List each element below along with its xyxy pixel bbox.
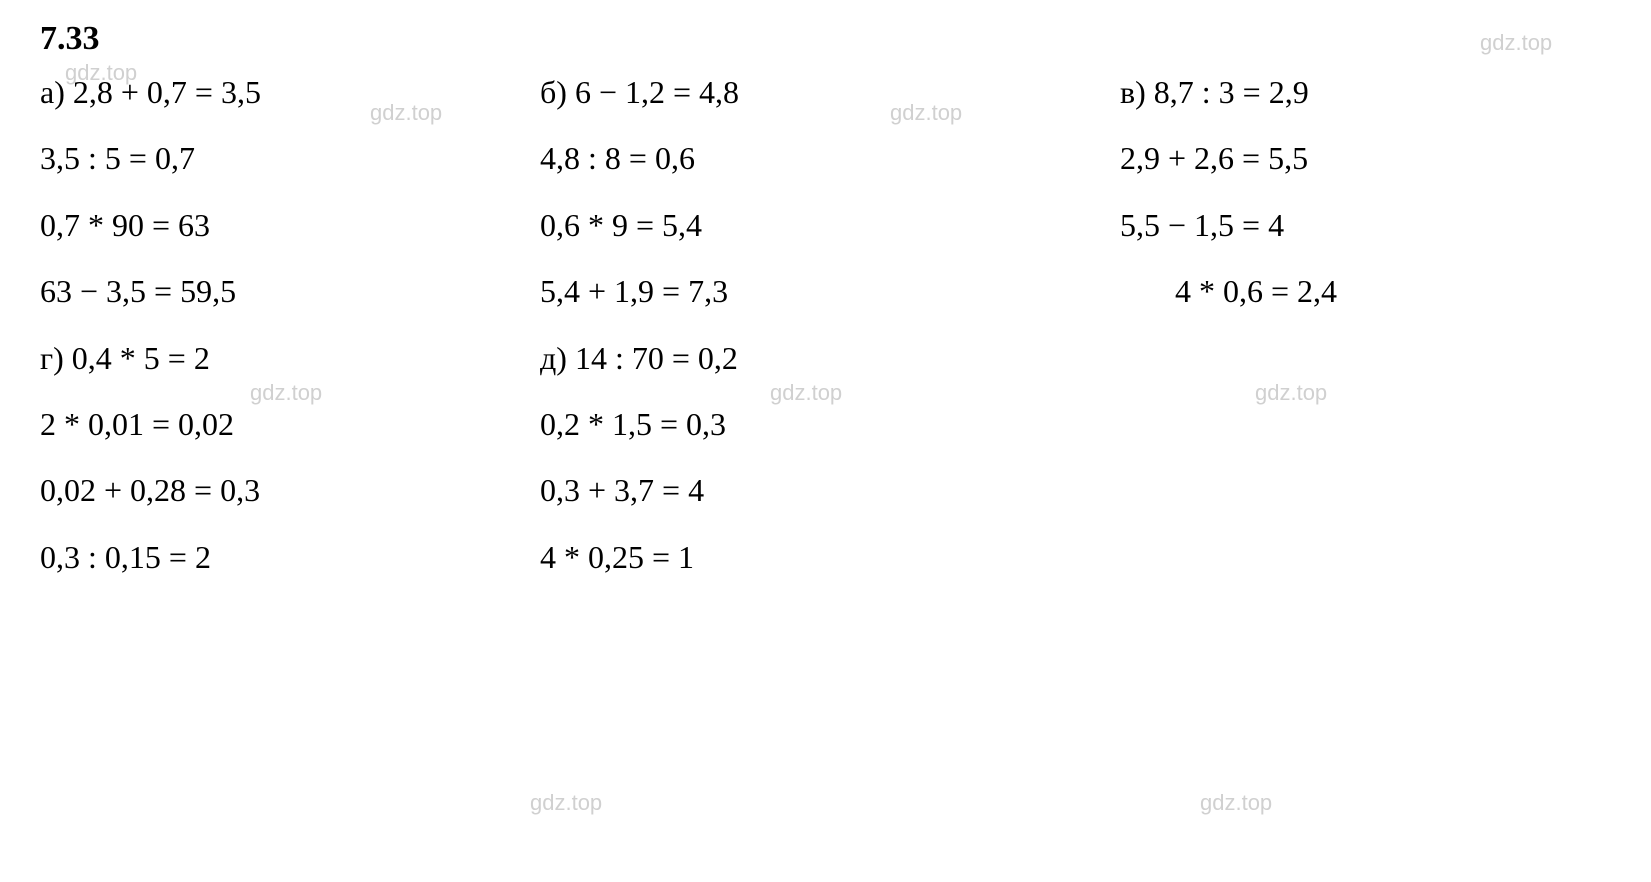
equation-g-2: 2 * 0,01 = 0,02 — [40, 405, 540, 443]
equation-v-4: 4 * 0,6 = 2,4 — [1120, 272, 1611, 310]
equation-d-3: 0,3 + 3,7 = 4 — [540, 471, 1120, 509]
equation-g-3: 0,02 + 0,28 = 0,3 — [40, 471, 540, 509]
equation-a-2: 3,5 : 5 = 0,7 — [40, 139, 540, 177]
equation-g-4: 0,3 : 0,15 = 2 — [40, 538, 540, 576]
equation-d-1: д) 14 : 70 = 0,2 — [540, 339, 1120, 377]
exercise-title: 7.33 — [40, 20, 1611, 58]
equation-a-4: 63 − 3,5 = 59,5 — [40, 272, 540, 310]
equation-b-1: б) 6 − 1,2 = 4,8 — [540, 73, 1120, 111]
equation-v-1: в) 8,7 : 3 = 2,9 — [1120, 73, 1611, 111]
watermark-7: gdz.top — [530, 790, 602, 816]
equation-b-2: 4,8 : 8 = 0,6 — [540, 139, 1120, 177]
equation-g-1: г) 0,4 * 5 = 2 — [40, 339, 540, 377]
equation-d-4: 4 * 0,25 = 1 — [540, 538, 1120, 576]
equation-v-3: 5,5 − 1,5 = 4 — [1120, 206, 1611, 244]
equation-b-3: 0,6 * 9 = 5,4 — [540, 206, 1120, 244]
equation-b-4: 5,4 + 1,9 = 7,3 — [540, 272, 1120, 310]
equation-a-3: 0,7 * 90 = 63 — [40, 206, 540, 244]
watermark-8: gdz.top — [1200, 790, 1272, 816]
equation-v-2: 2,9 + 2,6 = 5,5 — [1120, 139, 1611, 177]
equation-d-2: 0,2 * 1,5 = 0,3 — [540, 405, 1120, 443]
equation-a-1: а) 2,8 + 0,7 = 3,5 — [40, 73, 540, 111]
